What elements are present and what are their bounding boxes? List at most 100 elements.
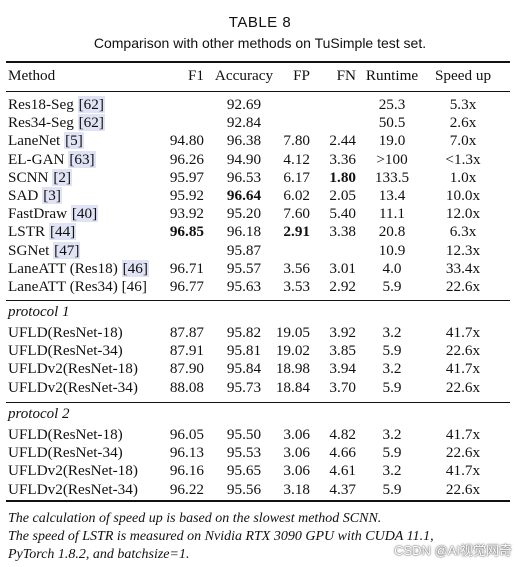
header-method: Method bbox=[8, 67, 56, 84]
table-row: UFLD(ResNet-34) 96.13 95.53 3.06 4.66 5.9 22.6… bbox=[0, 444, 520, 462]
citation-ref: [63] bbox=[68, 150, 96, 168]
speedup-value: 41.7x bbox=[445, 462, 481, 480]
fp-value: 4.12 bbox=[283, 150, 310, 168]
header-accuracy: Accuracy bbox=[214, 67, 274, 84]
fp-value: 7.80 bbox=[283, 132, 310, 150]
table-row: LaneNet [5] 94.80 96.38 7.80 2.44 19.0 7.0x bbox=[0, 132, 520, 150]
method-name: UFLD(ResNet-34) bbox=[8, 444, 123, 462]
fp-value: 6.02 bbox=[283, 187, 310, 204]
speedup-value: <1.3x bbox=[445, 150, 481, 168]
method-name: Res34-Seg [62] bbox=[8, 114, 105, 132]
method-name: SAD [3] bbox=[8, 187, 62, 204]
method-name: UFLDv2(ResNet-18) bbox=[8, 360, 138, 378]
fn-value: 5.40 bbox=[329, 205, 356, 223]
speedup-value: 41.7x bbox=[445, 360, 481, 378]
f1-value: 95.97 bbox=[169, 168, 204, 186]
f1-value: 96.16 bbox=[169, 462, 204, 480]
header-rule bbox=[6, 91, 510, 92]
fn-value: 2.92 bbox=[329, 278, 356, 295]
fp-value: 3.06 bbox=[283, 462, 310, 480]
method-name: LaneNet [5] bbox=[8, 132, 84, 150]
table-label: TABLE 8 bbox=[228, 14, 292, 31]
table-row: LaneATT (Res18) [46] 96.71 95.57 3.56 3.01 4.… bbox=[0, 259, 520, 278]
runtime-value: 3.2 bbox=[382, 426, 402, 443]
accuracy-value: 92.84 bbox=[226, 114, 262, 132]
accuracy-value: 95.84 bbox=[226, 360, 262, 378]
speedup-value: 5.3x bbox=[449, 96, 477, 113]
f1-value: 96.13 bbox=[169, 444, 204, 462]
accuracy-value: 96.64 bbox=[226, 187, 262, 204]
accuracy-value: 95.73 bbox=[226, 378, 262, 396]
fn-value: 3.70 bbox=[329, 378, 356, 396]
table-row: UFLD(ResNet-34) 87.91 95.81 19.02 3.85 5.9 22.… bbox=[0, 342, 520, 360]
table-row: UFLD(ResNet-18) 96.05 95.50 3.06 4.82 3.2 41.7… bbox=[0, 426, 520, 444]
f1-value: 96.22 bbox=[169, 480, 204, 498]
runtime-value: 11.1 bbox=[378, 205, 405, 223]
method-name: UFLD(ResNet-34) bbox=[8, 342, 123, 360]
method-name: SGNet [47] bbox=[8, 241, 81, 259]
method-name: UFLDv2(ResNet-34) bbox=[8, 378, 138, 396]
accuracy-value: 95.63 bbox=[226, 278, 262, 295]
accuracy-value: 95.57 bbox=[226, 259, 262, 277]
fn-value: 3.01 bbox=[329, 259, 356, 277]
runtime-value: 3.2 bbox=[382, 360, 402, 378]
header-fp: FP bbox=[293, 67, 310, 84]
fp-value: 18.98 bbox=[275, 360, 310, 378]
runtime-value: 5.9 bbox=[382, 480, 402, 498]
fn-value: 3.36 bbox=[329, 150, 356, 168]
f1-value: 87.90 bbox=[169, 360, 204, 378]
speedup-value: 7.0x bbox=[449, 132, 477, 150]
accuracy-value: 96.18 bbox=[226, 223, 262, 241]
runtime-value: 133.5 bbox=[374, 168, 410, 186]
fn-value: 4.82 bbox=[329, 426, 356, 443]
table-row: SCNN [2] 95.97 96.53 6.17 1.80 133.5 1.0x bbox=[0, 168, 520, 187]
runtime-value: 4.0 bbox=[382, 259, 402, 277]
speedup-value: 41.7x bbox=[445, 426, 481, 443]
f1-value: 96.05 bbox=[169, 426, 204, 443]
method-name: FastDraw [40] bbox=[8, 205, 99, 223]
method-name: UFLDv2(ResNet-18) bbox=[8, 462, 138, 480]
header-row: Method F1 Accuracy FP FN Runtime Speed u… bbox=[0, 67, 520, 85]
runtime-value: 19.0 bbox=[378, 132, 406, 150]
accuracy-value: 95.50 bbox=[226, 426, 262, 443]
fn-value: 1.80 bbox=[329, 168, 356, 186]
table-row: SAD [3] 95.92 96.64 6.02 2.05 13.4 10.0x bbox=[0, 187, 520, 205]
runtime-value: 5.9 bbox=[382, 378, 402, 396]
bottom-rule bbox=[6, 500, 510, 502]
runtime-value: 20.8 bbox=[378, 223, 406, 241]
table-row: SGNet [47] 95.87 10.9 12.3x bbox=[0, 241, 520, 260]
f1-value: 93.92 bbox=[169, 205, 204, 223]
fn-value: 2.05 bbox=[329, 187, 356, 204]
fn-value: 4.61 bbox=[329, 462, 356, 480]
fp-value: 2.91 bbox=[283, 223, 310, 241]
header-f1: F1 bbox=[187, 67, 204, 84]
table-row: LaneATT (Res34) [46] 96.77 95.63 3.53 2.92 5.… bbox=[0, 278, 520, 296]
protocol-2-label: protocol 2 bbox=[8, 406, 70, 422]
fp-value: 7.60 bbox=[283, 205, 310, 223]
method-name: SCNN [2] bbox=[8, 168, 73, 186]
runtime-value: 10.9 bbox=[378, 241, 406, 259]
fn-value: 3.38 bbox=[329, 223, 356, 241]
accuracy-value: 96.53 bbox=[226, 168, 262, 186]
table-row: UFLDv2(ResNet-34) 88.08 95.73 18.84 3.70 5.9 2… bbox=[0, 379, 520, 397]
fn-value: 4.37 bbox=[329, 480, 356, 498]
method-name: UFLD(ResNet-18) bbox=[8, 426, 123, 443]
speedup-value: 6.3x bbox=[449, 223, 477, 241]
speedup-value: 1.0x bbox=[449, 168, 477, 186]
accuracy-value: 95.53 bbox=[226, 444, 262, 462]
speedup-value: 10.0x bbox=[445, 187, 481, 204]
fn-value: 3.94 bbox=[329, 360, 356, 378]
note-lstr-line2: PyTorch 1.8.2, and batchsize=1. bbox=[8, 547, 190, 562]
speedup-value: 12.3x bbox=[445, 241, 481, 259]
fn-value: 3.85 bbox=[329, 342, 356, 360]
citation-ref: [5] bbox=[64, 132, 84, 150]
speedup-value: 22.6x bbox=[445, 480, 481, 498]
accuracy-value: 96.38 bbox=[226, 132, 262, 150]
fp-value: 3.56 bbox=[283, 259, 310, 277]
runtime-value: 5.9 bbox=[382, 278, 402, 295]
runtime-value: 5.9 bbox=[382, 342, 402, 360]
fp-value: 3.06 bbox=[283, 426, 310, 443]
table-row: FastDraw [40] 93.92 95.20 7.60 5.40 11.1 12.0x bbox=[0, 205, 520, 223]
f1-value: 96.85 bbox=[169, 223, 204, 241]
protocol-1-label: protocol 1 bbox=[8, 304, 70, 320]
